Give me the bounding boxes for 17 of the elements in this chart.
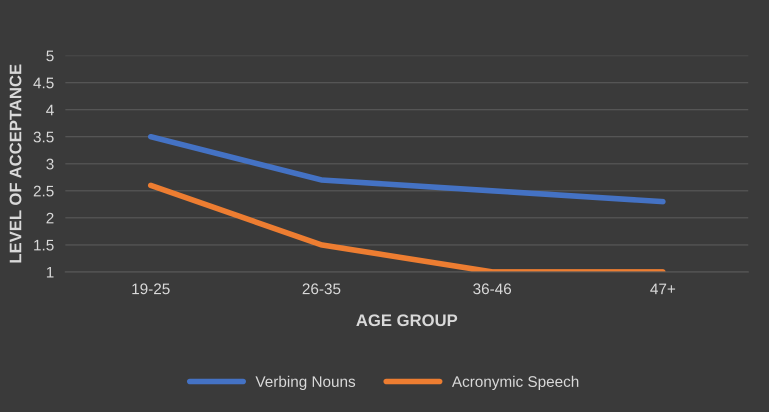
y-tick-label: 4 [46, 104, 54, 116]
y-tick-label: 3.5 [34, 132, 54, 142]
y-tick-label: 5 [46, 50, 54, 62]
y-tick-label: 2.5 [34, 186, 54, 196]
y-axis-title: LEVEL OF ACCEPTANCE [10, 64, 22, 263]
y-tick-label: 1.5 [34, 240, 54, 251]
x-tick-label: 36-46 [473, 283, 512, 294]
y-tick-label: 3 [46, 158, 54, 170]
y-tick-label: 4.5 [33, 78, 54, 88]
y-tick-label: 2 [46, 212, 54, 224]
x-tick-label: 19-25 [132, 283, 170, 294]
legend-label: Acronymic Speech [452, 376, 578, 390]
x-tick-label: 26-35 [302, 283, 340, 294]
y-tick-label: 1 [46, 266, 54, 278]
x-axis-title: AGE GROUP [356, 314, 458, 326]
x-tick-label: 47+ [650, 284, 676, 294]
legend-label: Verbing Nouns [255, 376, 356, 390]
